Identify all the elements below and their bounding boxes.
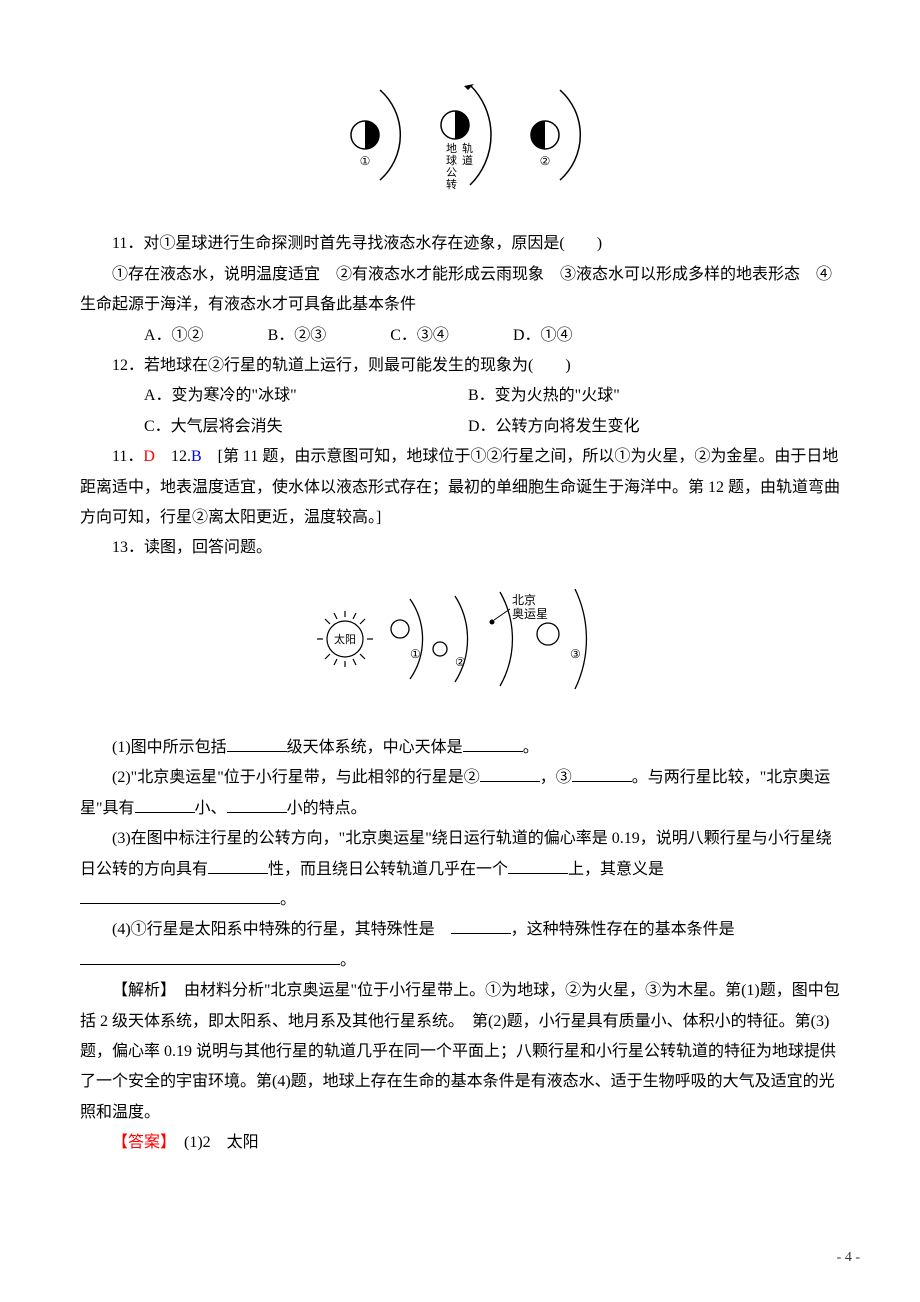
q11-options: A．①② B．②③ C．③④ D．①④ (80, 321, 840, 351)
q12-optB: B．变为火热的"火球" (436, 381, 620, 411)
blank (451, 918, 511, 934)
q13-1c: 。 (523, 739, 539, 756)
q13-4-line2: 。 (80, 946, 840, 976)
fig1-label2: ② (540, 154, 551, 168)
q13-1a: (1)图中所示包括 (112, 739, 227, 756)
blank (508, 858, 568, 874)
q13-3c: 上，其意义是 (568, 861, 664, 878)
q13-4a: (4)①行星是太阳系中特殊的行星，其特殊性是 (112, 921, 451, 938)
q11-optA: A．①② (112, 321, 204, 351)
q13-4b: ，这种特殊性存在的基本条件是 (511, 921, 735, 938)
a11-lbl: 11． (112, 448, 143, 465)
q12-optD: D．公转方向将发生变化 (436, 412, 640, 442)
q13-3d: 。 (280, 891, 296, 908)
q13-2a: (2)"北京奥运星"位于小行星带，与此相邻的行星是② (112, 769, 480, 786)
q13-2b: ，③ (540, 769, 572, 786)
a12-val: B (191, 448, 202, 465)
q12-stem: 12．若地球在②行星的轨道上运行，则最可能发生的现象为( ) (80, 351, 840, 381)
fig1-earth2: 球 (446, 153, 457, 167)
q13-1b: 级天体系统，中心天体是 (287, 739, 463, 756)
blank (572, 766, 632, 782)
fig2-bj2: 奥运星 (512, 607, 548, 621)
explanation: 【解析】 由材料分析"北京奥运星"位于小行星带上。①为地球，②为火星，③为木星。… (80, 976, 840, 1128)
fig1-rev2: 转 (446, 177, 457, 191)
fig1-rev1: 公 (446, 167, 457, 179)
fig2-bj1: 北京 (512, 593, 536, 607)
q13-1: (1)图中所示包括 级天体系统，中心天体是 。 (80, 733, 840, 763)
fig1-orbit1: 轨 (462, 141, 473, 155)
fig2-l1: ① (410, 647, 421, 661)
answer-13: 【答案】 (1)2 太阳 (80, 1128, 840, 1158)
fig2-l3: ③ (570, 647, 581, 661)
blank (135, 797, 195, 813)
q13-2d: 小、 (195, 800, 227, 817)
q11-statements: ①存在液态水，说明温度适宜 ②有液态水才能形成云雨现象 ③液态水可以形成多样的地… (80, 260, 840, 321)
figure-orbits: ① 地 轨 球 道 公 转 ② (80, 70, 840, 211)
a11-val: D (143, 448, 155, 465)
blank (227, 736, 287, 752)
q13-stem: 13．读图，回答问题。 (80, 533, 840, 563)
fig1-earth1: 地 (446, 142, 457, 155)
a12-lbl: 12. (155, 448, 191, 465)
fig2-l2: ② (455, 655, 466, 669)
blank (208, 858, 268, 874)
q13-2e: 小的特点。 (287, 800, 367, 817)
q13-3: (3)在图中标注行星的公转方向，"北京奥运星"绕日运行轨道的偏心率是 0.19，… (80, 824, 840, 915)
fig1-label1: ① (360, 154, 371, 168)
q11-optD: D．①④ (481, 321, 573, 351)
q12-optA: A．变为寒冷的"冰球" (112, 381, 432, 411)
q12-row1: A．变为寒冷的"冰球" B．变为火热的"火球" (80, 381, 840, 411)
figure-solar-system: 太阳 ① ② ③ 北京 奥运星 (80, 574, 840, 715)
blank (227, 797, 287, 813)
page-number: - 4 - (837, 1245, 860, 1272)
fig2-sun: 太阳 (334, 633, 356, 646)
fig1-orbit2: 道 (462, 153, 473, 167)
q12-row2: C．大气层将会消失 D．公转方向将发生变化 (80, 412, 840, 442)
q13-4: (4)①行星是太阳系中特殊的行星，其特殊性是 ，这种特殊性存在的基本条件是 (80, 915, 840, 945)
blank (80, 888, 280, 904)
q13-2: (2)"北京奥运星"位于小行星带，与此相邻的行星是②，③。与两行星比较，"北京奥… (80, 763, 840, 824)
ans-11-12: 11．D 12.B [第 11 题，由示意图可知，地球位于①②行星之间，所以①为… (80, 442, 840, 533)
blank (463, 736, 523, 752)
q13-4c: 。 (340, 952, 356, 969)
q13-3b: 性，而且绕日公转轨道几乎在一个 (268, 861, 508, 878)
blank (80, 949, 340, 965)
ans-label: 【答案】 (112, 1134, 168, 1151)
ans-text: (1)2 太阳 (168, 1134, 259, 1151)
q11-optB: B．②③ (236, 321, 327, 351)
q11-stem: 11．对①星球进行生命探测时首先寻找液态水存在迹象，原因是( ) (80, 229, 840, 259)
q12-optC: C．大气层将会消失 (112, 412, 432, 442)
q11-optC: C．③④ (358, 321, 449, 351)
blank (480, 766, 540, 782)
